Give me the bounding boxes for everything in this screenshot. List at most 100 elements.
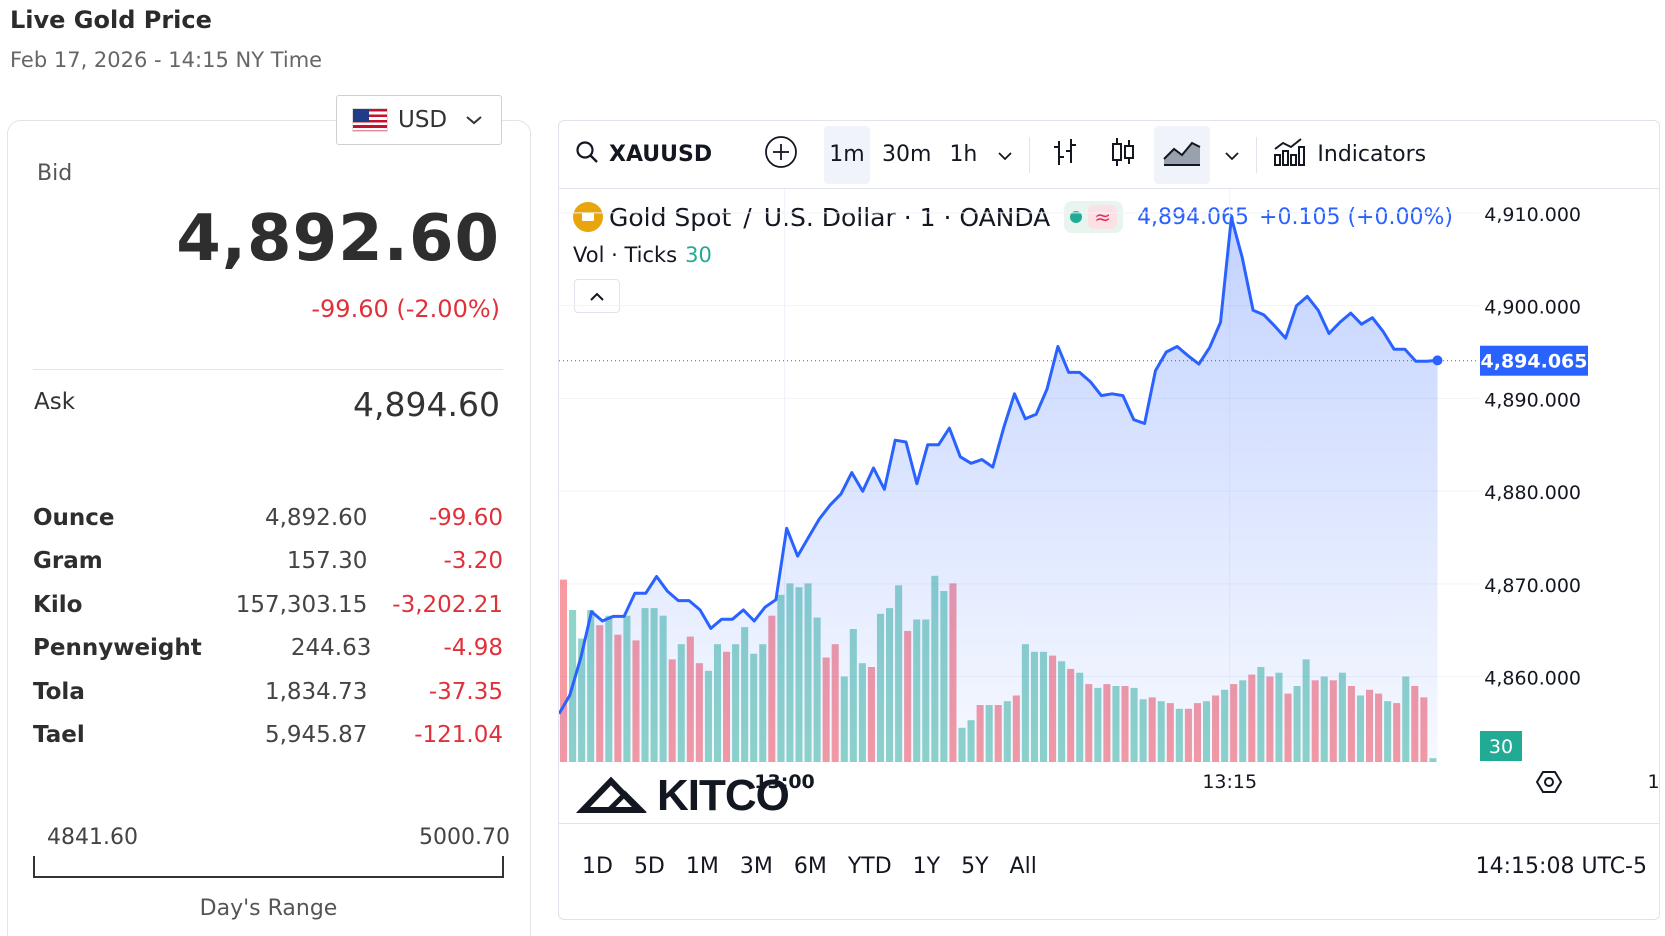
- range-5y-button[interactable]: 5Y: [961, 854, 989, 879]
- unit-change: -99.60: [428, 504, 503, 531]
- chart-clock[interactable]: 14:15:08 UTC-5: [1475, 854, 1647, 879]
- unit-name: Gram: [33, 548, 103, 575]
- chevron-down-icon: [997, 142, 1013, 167]
- volume-legend-label: Vol · Ticks: [573, 243, 678, 267]
- day-range-high: 5000.70: [419, 825, 510, 850]
- unit-name: Kilo: [33, 591, 83, 618]
- range-ytd-button[interactable]: YTD: [847, 854, 892, 879]
- unit-value: 244.63: [290, 635, 372, 662]
- unit-value: 1,834.73: [264, 678, 368, 705]
- range-6m-button[interactable]: 6M: [793, 854, 827, 879]
- unit-row-kilo: Kilo 157,303.15 -3,202.21: [33, 583, 503, 627]
- interval-1h-button[interactable]: 1h: [949, 142, 978, 167]
- chart-type-more-button[interactable]: [1218, 126, 1246, 184]
- us-flag-icon: [352, 108, 388, 132]
- x-axis-tick-label: 13:15: [1202, 771, 1257, 793]
- search-icon: [575, 140, 599, 170]
- bar-chart-type-button[interactable]: [1040, 126, 1090, 184]
- market-status-pill[interactable]: ≈: [1064, 201, 1124, 233]
- chart-bottom-bar: 1D 5D 1M 3M 6M YTD 1Y 5Y All 14:15:08 UT…: [559, 823, 1659, 919]
- ohlc-bars-icon: [1051, 137, 1079, 173]
- legend-symbol-name: Gold Spot: [609, 202, 732, 232]
- unit-name: Tael: [33, 722, 85, 749]
- day-range-bar: [33, 856, 504, 878]
- price-line: [559, 216, 1438, 715]
- x-axis-tick-label: 13:00: [754, 771, 814, 793]
- range-5d-button[interactable]: 5D: [633, 854, 665, 879]
- y-axis-tick-label: 4,860.000: [1484, 668, 1581, 690]
- unit-row-tael: Tael 5,945.87 -121.04: [33, 714, 503, 758]
- chevron-down-icon: [1224, 142, 1240, 167]
- interval-1m-button[interactable]: 1m: [824, 125, 870, 184]
- volume-legend: Vol · Ticks 30: [573, 243, 712, 267]
- last-volume-badge: [1480, 731, 1522, 761]
- unit-prices-table: Ounce 4,892.60 -99.60 Gram 157.30 -3.20 …: [33, 496, 503, 757]
- currency-label: USD: [398, 107, 448, 133]
- y-axis-tick-label: 4,890.000: [1484, 389, 1581, 411]
- chevron-up-icon: [589, 286, 605, 307]
- last-price-dot: [1432, 355, 1443, 366]
- kitco-wordmark: KITCO: [657, 771, 789, 820]
- indicators-icon: [1273, 137, 1306, 173]
- unit-name: Ounce: [33, 504, 115, 531]
- range-1m-button[interactable]: 1M: [685, 854, 719, 879]
- candles-chart-type-button[interactable]: [1098, 126, 1148, 184]
- bid-price: 4,892.60: [176, 202, 500, 276]
- toolbar-separator: [1029, 136, 1031, 173]
- legend-quote-info: U.S. Dollar · 1 · OANDA: [763, 202, 1051, 232]
- unit-value: 5,945.87: [264, 722, 368, 749]
- range-1d-button[interactable]: 1D: [582, 854, 613, 879]
- symbol-search[interactable]: XAUUSD: [575, 140, 750, 170]
- unit-row-tola: Tola 1,834.73 -37.35: [33, 670, 503, 714]
- unit-name: Tola: [33, 678, 85, 705]
- legend-change: +0.105 (+0.00%): [1259, 204, 1453, 230]
- legend-separator: /: [743, 202, 752, 232]
- chart-widget: XAUUSD 1m 30m 1h: [558, 120, 1660, 920]
- chart-toolbar: XAUUSD 1m 30m 1h: [559, 121, 1659, 189]
- day-range-caption: Day's Range: [199, 896, 338, 921]
- volume-legend-value: 30: [685, 243, 712, 267]
- price-area-fill: [559, 217, 1438, 763]
- plus-circle-icon: [764, 135, 798, 175]
- price-chart[interactable]: KITCO 4,860.000 4,870.000 4,880.000 4,890.0…: [559, 189, 1660, 823]
- last-price-badge: [1480, 345, 1588, 376]
- interval-30m-button[interactable]: 30m: [882, 142, 932, 167]
- unit-change: -3,202.21: [392, 591, 503, 618]
- divider: [33, 369, 503, 370]
- indicators-button[interactable]: Indicators: [1267, 126, 1432, 184]
- range-all-button[interactable]: All: [1009, 854, 1037, 879]
- page-title: Live Gold Price: [10, 6, 212, 34]
- unit-name: Pennyweight: [33, 635, 202, 662]
- kitco-watermark: KITCO: [575, 771, 790, 820]
- compare-symbol-button[interactable]: [758, 126, 804, 184]
- range-1y-button[interactable]: 1Y: [912, 854, 941, 879]
- candlestick-icon: [1109, 136, 1137, 174]
- interval-more-button[interactable]: [991, 126, 1019, 184]
- range-3m-button[interactable]: 3M: [739, 854, 773, 879]
- collapse-legend-button[interactable]: [574, 279, 620, 313]
- ask-label: Ask: [34, 389, 76, 415]
- bid-label: Bid: [37, 161, 73, 186]
- last-volume-label: 30: [1489, 736, 1513, 758]
- day-range-low: 4841.60: [47, 825, 138, 850]
- unit-change: -3.20: [443, 548, 503, 575]
- unit-value: 157,303.15: [235, 591, 368, 618]
- area-chart-type-button[interactable]: [1154, 125, 1211, 184]
- delayed-data-icon: ≈: [1088, 205, 1118, 229]
- y-axis-tick-label: 4,910.000: [1484, 204, 1581, 226]
- page-subtitle: Feb 17, 2026 - 14:15 NY Time: [10, 48, 323, 72]
- currency-dropdown[interactable]: USD: [336, 95, 502, 145]
- symbol-label: XAUUSD: [609, 142, 713, 167]
- chart-settings-button[interactable]: [1535, 771, 1563, 793]
- price-card: [7, 120, 531, 936]
- toolbar-separator: [1256, 136, 1258, 173]
- area-chart-icon: [1162, 137, 1202, 173]
- bid-change: -99.60 (-2.00%): [311, 295, 500, 323]
- y-axis-tick-label: 4,900.000: [1484, 297, 1581, 319]
- unit-value: 4,892.60: [264, 504, 368, 531]
- unit-row-gram: Gram 157.30 -3.20: [33, 540, 503, 584]
- ask-price: 4,894.60: [353, 385, 500, 424]
- settings-gear-icon: [1535, 771, 1563, 793]
- x-axis-tick-label: 13:30: [1647, 771, 1660, 793]
- gold-symbol-icon: [573, 202, 603, 232]
